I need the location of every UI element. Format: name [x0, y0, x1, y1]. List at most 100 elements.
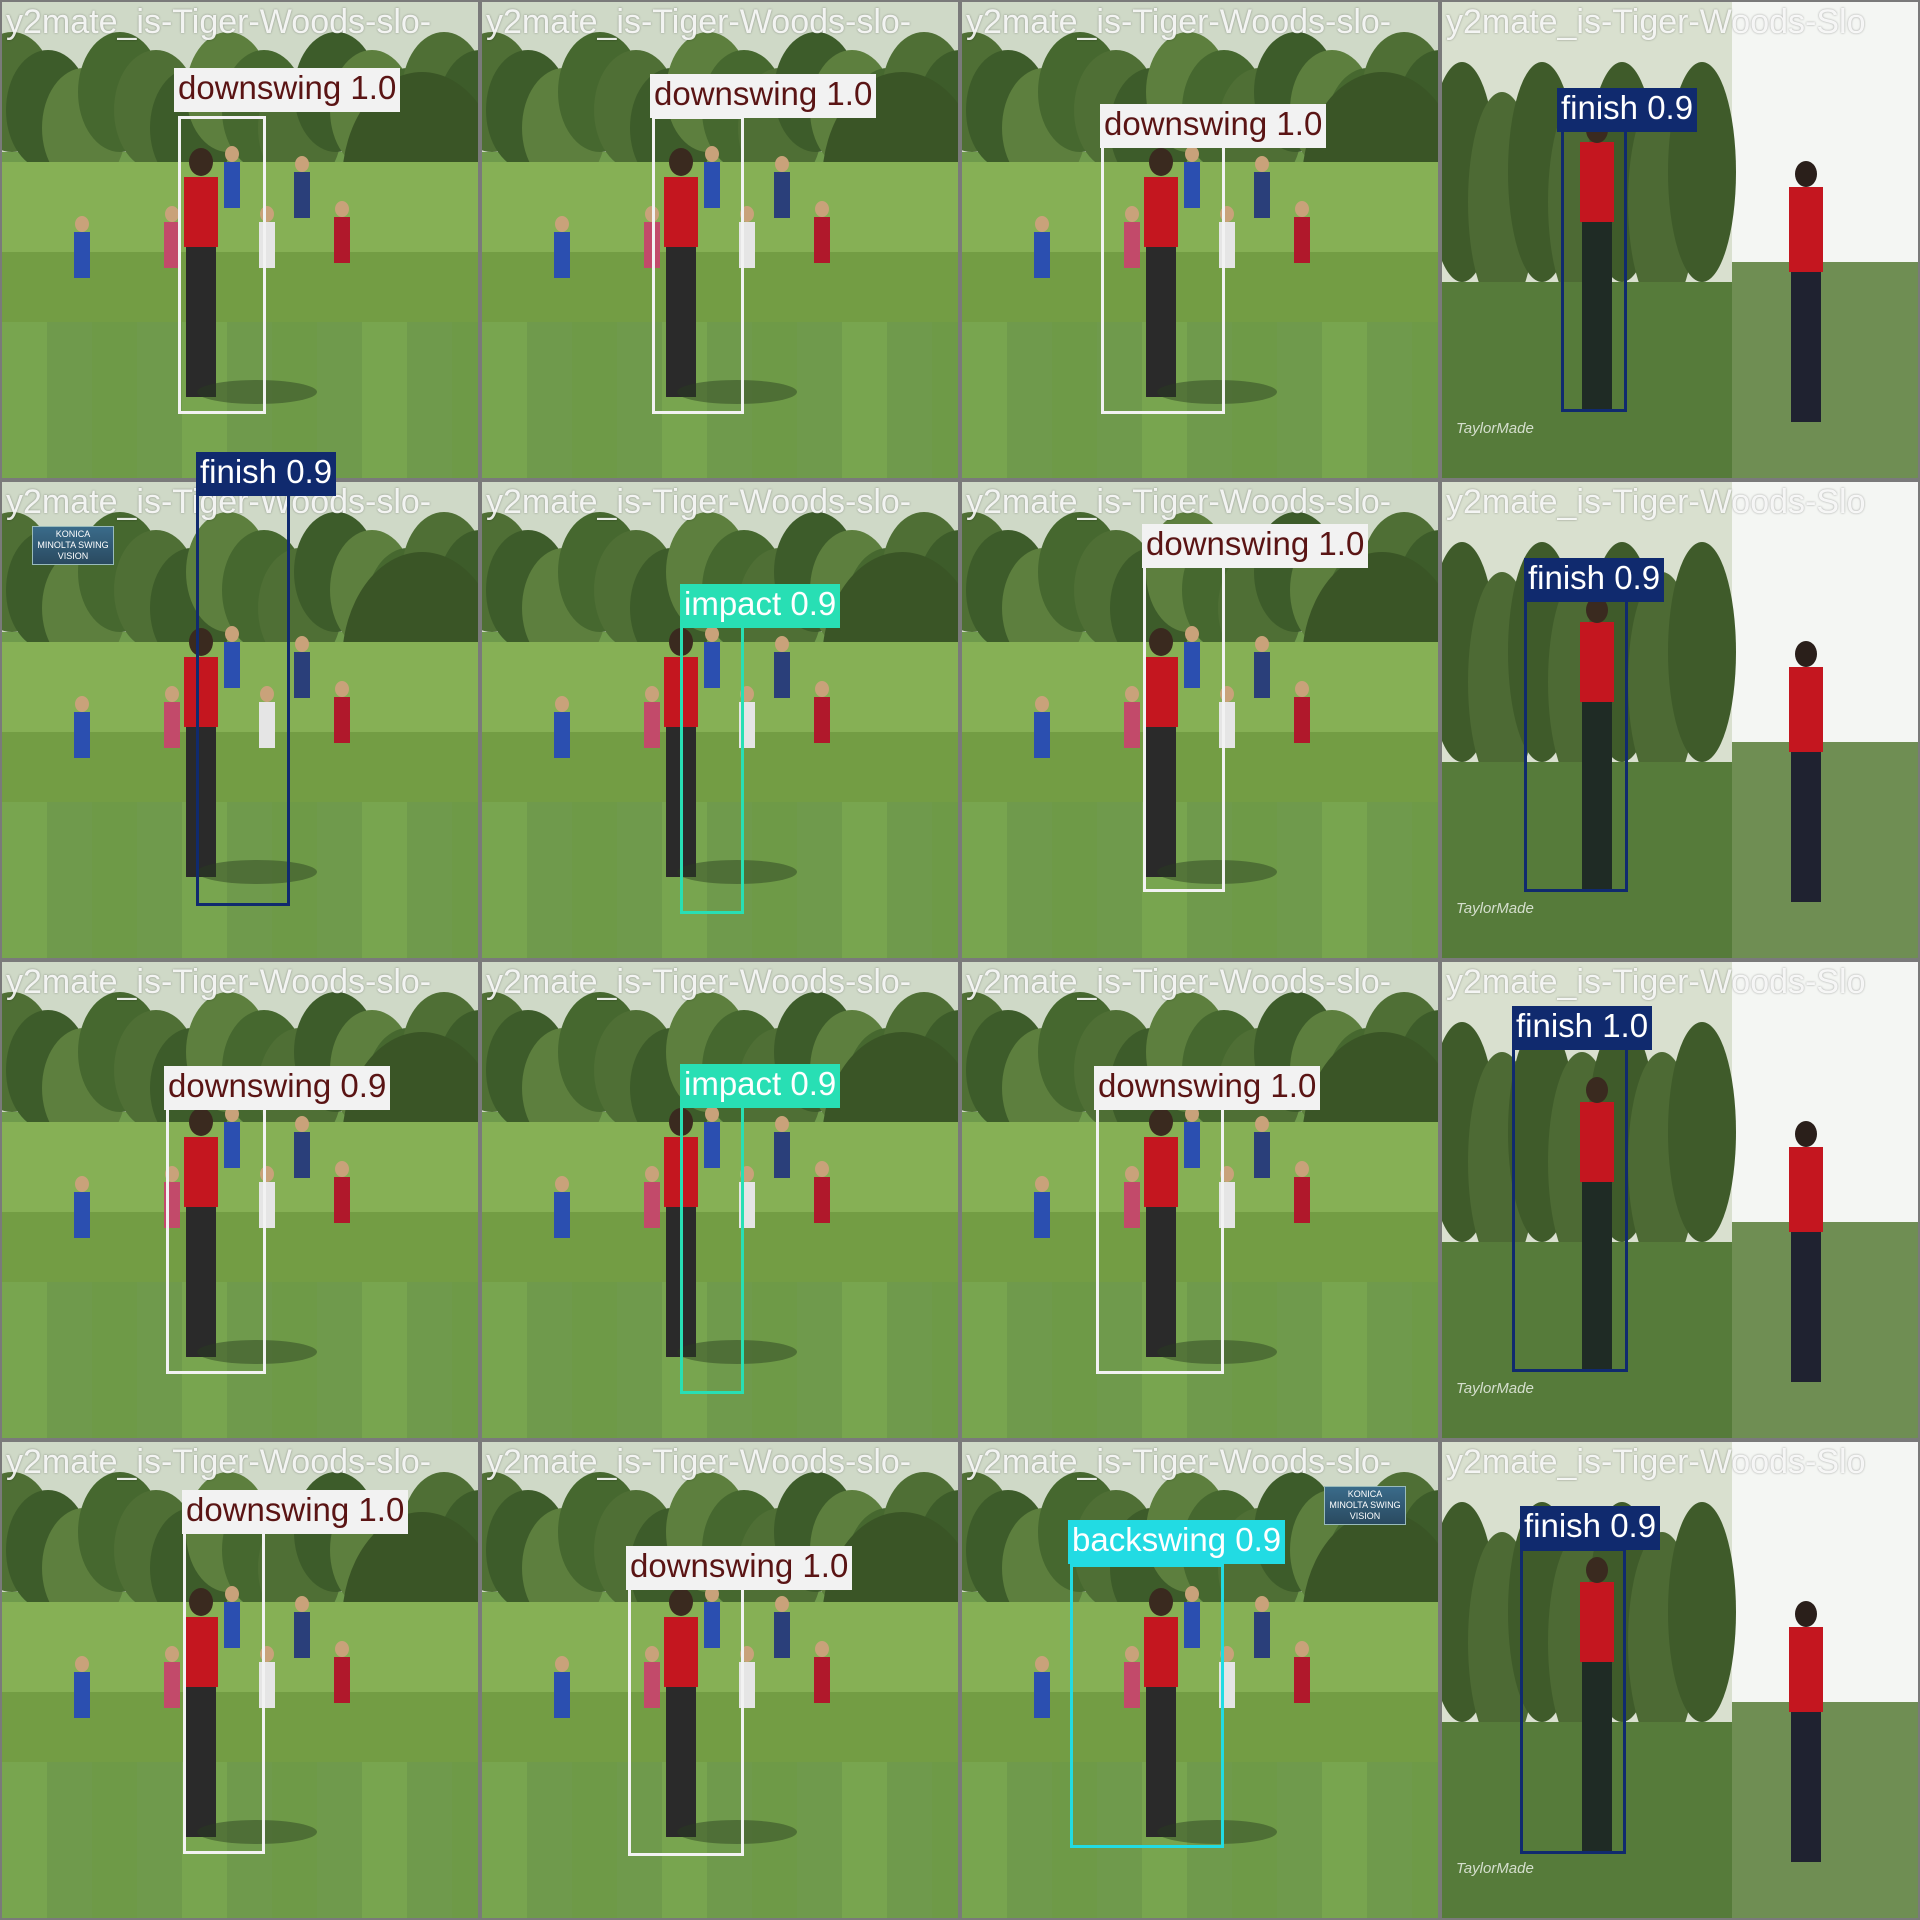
golfer-head [189, 628, 213, 656]
spectator [554, 1192, 570, 1238]
spectator-head [705, 1586, 719, 1602]
spectator-head [775, 1116, 789, 1132]
golfer-shadow [1157, 1340, 1277, 1364]
spectator-head [775, 1596, 789, 1612]
spectator-head [705, 1106, 719, 1122]
spectator [1294, 697, 1310, 743]
spectator-head [295, 1596, 309, 1612]
mowing-stripe [842, 1762, 887, 1918]
filename-overlay: y2mate_is-Tiger-Woods-slo- [486, 963, 912, 1001]
detection-label: finish 0.9 [1520, 1506, 1661, 1550]
mowing-stripe [752, 1282, 797, 1438]
golfer-pants [666, 247, 696, 397]
mowing-stripe [272, 802, 317, 958]
spectator [334, 1657, 350, 1703]
grass-right [1732, 262, 1918, 478]
mowing-stripe [2, 1282, 47, 1438]
brand-watermark: TaylorMade [1456, 900, 1534, 917]
filename-overlay: y2mate_is-Tiger-Woods-slo- [6, 1443, 432, 1481]
spectator-head [555, 216, 569, 232]
filename-overlay: y2mate_is-Tiger-Woods-Slo [1446, 3, 1866, 41]
frame-tile: y2mate_is-Tiger-Woods-slo- [480, 480, 960, 960]
mowing-stripe [92, 802, 137, 958]
spectator [704, 1602, 720, 1648]
filename-overlay: y2mate_is-Tiger-Woods-slo- [486, 3, 912, 41]
mowing-stripe [1412, 802, 1438, 958]
brand-watermark: TaylorMade [1456, 420, 1534, 437]
spectator [1294, 1177, 1310, 1223]
spectator-head [225, 1586, 239, 1602]
spectator-head [1035, 696, 1049, 712]
mowing-stripe [1322, 322, 1367, 478]
spectator-head [295, 156, 309, 172]
golfer-head [669, 1588, 693, 1616]
spectator-head [1125, 1646, 1139, 1662]
spectator [334, 217, 350, 263]
spectator [1124, 222, 1140, 268]
spectator [224, 162, 240, 208]
mowing-stripe [362, 1762, 407, 1918]
tree [1668, 1502, 1736, 1722]
golfer-pants [1146, 1687, 1176, 1837]
filename-overlay: y2mate_is-Tiger-Woods-slo- [966, 3, 1392, 41]
golfer-head-right [1795, 1121, 1817, 1147]
detection-box [1561, 122, 1627, 412]
mowing-stripe [572, 1282, 617, 1438]
golfer-shirt-right [1789, 1147, 1823, 1232]
spectator [1034, 232, 1050, 278]
spectator [1124, 1182, 1140, 1228]
spectator-head [555, 696, 569, 712]
spectator [814, 217, 830, 263]
mowing-stripe [92, 1762, 137, 1918]
filename-overlay: y2mate_is-Tiger-Woods-slo- [6, 3, 432, 41]
filename-overlay: y2mate_is-Tiger-Woods-slo- [966, 1443, 1392, 1481]
detection-label: downswing 1.0 [182, 1490, 409, 1534]
detection-label: impact 0.9 [680, 584, 841, 628]
spectator-head [1185, 1586, 1199, 1602]
golfer-head [189, 1108, 213, 1136]
spectator-head [815, 681, 829, 697]
golfer-shirt [184, 1617, 218, 1687]
frame-tile: y2mate_is-Tiger-Woods-slo- [960, 960, 1440, 1440]
golfer-shadow [677, 380, 797, 404]
detection-label: downswing 0.9 [164, 1066, 391, 1110]
golfer-shadow [677, 1820, 797, 1844]
golfer-shirt [1144, 1617, 1178, 1687]
golfer-head [1149, 148, 1173, 176]
spectator-head [815, 201, 829, 217]
detection-box [1101, 116, 1225, 414]
golfer-pants-right [1791, 1712, 1821, 1862]
golfer-head-right [1795, 641, 1817, 667]
golfer-pants [1146, 1207, 1176, 1357]
mowing-stripe [572, 1762, 617, 1918]
sponsor-logo: KONICA MINOLTA SWING VISION [1324, 1486, 1406, 1525]
spectator-head [815, 1161, 829, 1177]
mowing-stripe [452, 1282, 478, 1438]
spectator [774, 1612, 790, 1658]
mowing-stripe [362, 322, 407, 478]
spectator [704, 1122, 720, 1168]
golfer-pants-right [1791, 1232, 1821, 1382]
golfer-shadow [677, 1340, 797, 1364]
spectator-head [225, 1106, 239, 1122]
golfer-pants [1582, 702, 1612, 892]
detection-box [178, 116, 266, 414]
mowing-stripe [362, 1282, 407, 1438]
golfer-shirt [1144, 177, 1178, 247]
golfer-shirt [1580, 142, 1614, 222]
detection-label: finish 1.0 [1512, 1006, 1653, 1050]
detection-label: downswing 1.0 [650, 74, 877, 118]
spectator-head [705, 146, 719, 162]
golfer-shirt [664, 1617, 698, 1687]
split-swing-frame [1442, 1442, 1918, 1918]
spectator-head [775, 156, 789, 172]
spectator [1034, 1672, 1050, 1718]
spectator-head [1295, 1641, 1309, 1657]
spectator [294, 1612, 310, 1658]
golfer-pants-right [1791, 752, 1821, 902]
detection-box [196, 490, 290, 906]
spectator [224, 1602, 240, 1648]
mowing-stripe [92, 1282, 137, 1438]
golfer-head [1149, 1588, 1173, 1616]
mowing-stripe [272, 1282, 317, 1438]
